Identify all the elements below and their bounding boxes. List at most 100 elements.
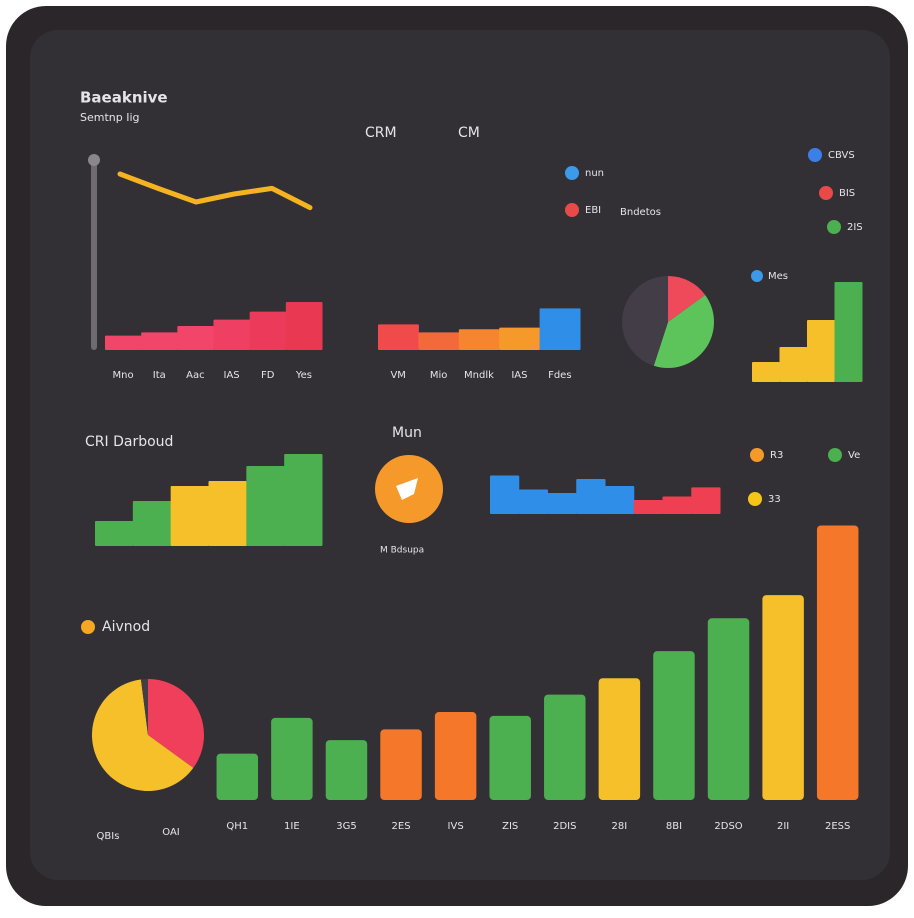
bar <box>707 618 750 800</box>
bar <box>547 493 577 514</box>
top-label: CM <box>458 125 480 141</box>
bar <box>325 740 368 800</box>
legend-label: Ve <box>848 450 860 461</box>
x-tick-label: IAS <box>511 370 527 381</box>
bar <box>605 486 635 514</box>
legend-label: 2IS <box>847 222 863 233</box>
bar <box>752 362 780 382</box>
x-tick-label: 2ES <box>392 821 411 832</box>
x-tick-label: 8BI <box>666 821 682 832</box>
bar <box>691 487 721 514</box>
header-title: Baeaknive <box>80 89 168 107</box>
x-tick-label: Mio <box>430 370 448 381</box>
legend-label: R3 <box>770 450 783 461</box>
x-tick-label: 1IE <box>284 821 300 832</box>
widget-glyph <box>396 478 418 500</box>
top-label: CRM <box>365 125 397 141</box>
slider <box>91 158 97 350</box>
x-tick-label: 2DIS <box>553 821 576 832</box>
title-dot <box>81 620 95 634</box>
bar <box>807 320 835 382</box>
x-tick-label: Mndlk <box>464 370 494 381</box>
bar <box>284 454 323 546</box>
x-tick-label: ZIS <box>502 821 518 832</box>
bar <box>816 525 859 800</box>
x-tick-label: Aac <box>186 370 204 381</box>
x-tick-label: 2ESS <box>825 821 850 832</box>
widget-caption: M Bdsupa <box>380 546 424 556</box>
bar <box>95 521 134 546</box>
note: Bndetos <box>620 207 661 218</box>
legend-label: nun <box>585 168 604 179</box>
pie-slice <box>148 679 204 768</box>
bar <box>213 319 251 350</box>
x-tick-label: IVS <box>448 821 464 832</box>
bar <box>105 335 142 350</box>
legend-dot <box>819 186 833 200</box>
legend-dot <box>808 148 822 162</box>
x-tick-label: 2II <box>777 821 789 832</box>
bar <box>762 595 804 800</box>
x-tick-label: 2DSO <box>714 821 742 832</box>
legend-dot <box>827 220 841 234</box>
x-tick-label: 28I <box>612 821 628 832</box>
bar <box>378 324 419 350</box>
bar <box>633 500 663 514</box>
legend-label: Mes <box>768 271 788 282</box>
bar <box>544 694 586 800</box>
bar <box>458 329 500 350</box>
bar <box>208 481 247 546</box>
x-tick-label: 3G5 <box>336 821 356 832</box>
pie-slice <box>140 679 148 735</box>
pie-slice <box>668 276 706 322</box>
legend-label: EBI <box>585 205 601 216</box>
bar <box>499 327 541 350</box>
x-tick-label: QH1 <box>226 821 248 832</box>
bar <box>539 308 581 350</box>
x-tick-label: FD <box>261 370 275 381</box>
bar <box>177 326 214 350</box>
legend-dot <box>565 166 579 180</box>
x-tick-label: VM <box>390 370 405 381</box>
bar <box>285 302 323 350</box>
x-tick-label: IAS <box>224 370 240 381</box>
pie-slice <box>653 294 714 368</box>
bar <box>132 501 172 546</box>
chart-title: Aivnod <box>102 619 150 635</box>
legend-dot <box>565 203 579 217</box>
bar <box>271 717 313 800</box>
pie-caption: OAI <box>162 827 180 838</box>
widget-title: Mun <box>392 425 422 441</box>
x-tick-label: Ita <box>153 370 166 381</box>
legend-dot <box>828 448 842 462</box>
line <box>117 171 313 211</box>
legend-dot <box>750 448 764 462</box>
chart-title: CRI Darboud <box>85 434 173 450</box>
bar <box>246 466 285 546</box>
legend-dot <box>751 270 763 282</box>
bar <box>834 282 863 382</box>
pie-slice <box>92 679 194 792</box>
x-tick-label: Yes <box>295 370 312 381</box>
bar <box>662 496 692 514</box>
bar <box>216 753 259 800</box>
bar <box>170 486 209 546</box>
bar <box>576 479 606 514</box>
bar <box>489 715 531 800</box>
bar <box>653 651 695 800</box>
slider-knob <box>88 154 100 166</box>
bar <box>490 475 520 514</box>
legend-label: CBVS <box>828 150 855 161</box>
bar <box>598 678 641 800</box>
header-subtitle: Semtnp Iig <box>80 111 140 124</box>
bar <box>779 347 808 382</box>
bar <box>380 729 422 800</box>
bar <box>434 712 477 800</box>
legend-label: 33 <box>768 494 781 505</box>
bar <box>141 332 178 350</box>
pie-caption: QBIs <box>97 831 120 842</box>
x-tick-label: Fdes <box>548 370 571 381</box>
pie-slice <box>622 276 668 366</box>
